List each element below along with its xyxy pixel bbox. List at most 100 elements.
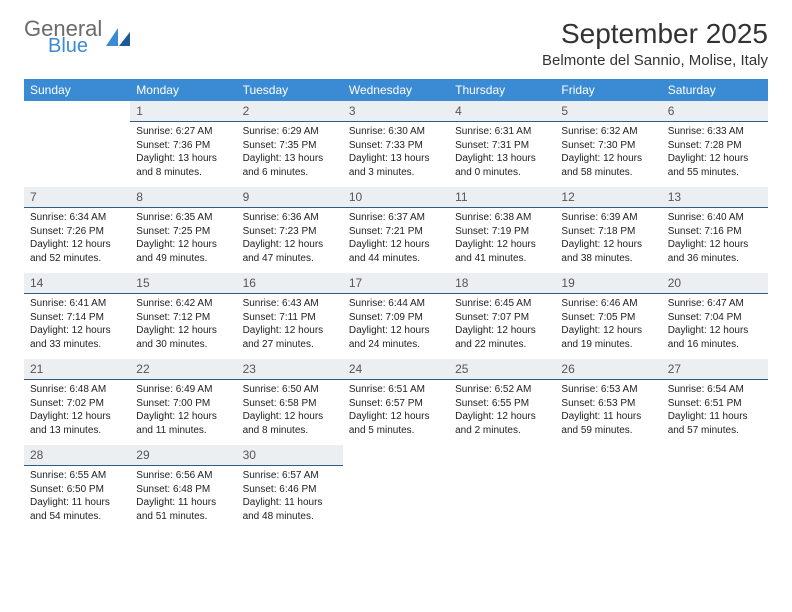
day-info-cell: Sunrise: 6:53 AMSunset: 6:53 PMDaylight:… (555, 380, 661, 446)
info-row: Sunrise: 6:34 AMSunset: 7:26 PMDaylight:… (24, 208, 768, 274)
sunset-text: Sunset: 7:05 PM (561, 311, 655, 325)
sunrise-text: Sunrise: 6:48 AM (30, 383, 124, 397)
daylight-text: Daylight: 11 hours and 57 minutes. (668, 410, 762, 437)
sunset-text: Sunset: 6:58 PM (243, 397, 337, 411)
day-info-cell: Sunrise: 6:57 AMSunset: 6:46 PMDaylight:… (237, 466, 343, 532)
day-number-cell: 10 (343, 187, 449, 208)
sunrise-text: Sunrise: 6:27 AM (136, 125, 230, 139)
day-info-cell: Sunrise: 6:41 AMSunset: 7:14 PMDaylight:… (24, 294, 130, 360)
day-info-cell: Sunrise: 6:35 AMSunset: 7:25 PMDaylight:… (130, 208, 236, 274)
day-number-cell: 2 (237, 101, 343, 122)
daylight-text: Daylight: 12 hours and 58 minutes. (561, 152, 655, 179)
daylight-text: Daylight: 13 hours and 8 minutes. (136, 152, 230, 179)
day-info-cell: Sunrise: 6:32 AMSunset: 7:30 PMDaylight:… (555, 122, 661, 188)
day-number-cell: 30 (237, 445, 343, 466)
sunset-text: Sunset: 7:26 PM (30, 225, 124, 239)
sunset-text: Sunset: 7:19 PM (455, 225, 549, 239)
day-info-cell: Sunrise: 6:46 AMSunset: 7:05 PMDaylight:… (555, 294, 661, 360)
day-info-cell: Sunrise: 6:47 AMSunset: 7:04 PMDaylight:… (662, 294, 768, 360)
day-number-cell: 24 (343, 359, 449, 380)
daylight-text: Daylight: 12 hours and 36 minutes. (668, 238, 762, 265)
header: General Blue September 2025 Belmonte del… (24, 18, 768, 69)
weekday-header-row: Sunday Monday Tuesday Wednesday Thursday… (24, 79, 768, 101)
sunrise-text: Sunrise: 6:31 AM (455, 125, 549, 139)
day-number-cell: 4 (449, 101, 555, 122)
daylight-text: Daylight: 12 hours and 49 minutes. (136, 238, 230, 265)
daylight-text: Daylight: 13 hours and 0 minutes. (455, 152, 549, 179)
daynum-row: 282930 (24, 445, 768, 466)
sunset-text: Sunset: 7:25 PM (136, 225, 230, 239)
day-number-cell: 20 (662, 273, 768, 294)
sunrise-text: Sunrise: 6:44 AM (349, 297, 443, 311)
day-info-cell: Sunrise: 6:55 AMSunset: 6:50 PMDaylight:… (24, 466, 130, 532)
day-number-cell: 11 (449, 187, 555, 208)
day-info-cell: Sunrise: 6:29 AMSunset: 7:35 PMDaylight:… (237, 122, 343, 188)
sunset-text: Sunset: 7:31 PM (455, 139, 549, 153)
daylight-text: Daylight: 12 hours and 27 minutes. (243, 324, 337, 351)
sunrise-text: Sunrise: 6:42 AM (136, 297, 230, 311)
day-info-cell: Sunrise: 6:40 AMSunset: 7:16 PMDaylight:… (662, 208, 768, 274)
daylight-text: Daylight: 12 hours and 5 minutes. (349, 410, 443, 437)
col-thursday: Thursday (449, 79, 555, 101)
sunset-text: Sunset: 7:11 PM (243, 311, 337, 325)
sunrise-text: Sunrise: 6:50 AM (243, 383, 337, 397)
daylight-text: Daylight: 12 hours and 8 minutes. (243, 410, 337, 437)
sunrise-text: Sunrise: 6:33 AM (668, 125, 762, 139)
location: Belmonte del Sannio, Molise, Italy (542, 52, 768, 69)
day-number-cell: 29 (130, 445, 236, 466)
sunrise-text: Sunrise: 6:54 AM (668, 383, 762, 397)
sunrise-text: Sunrise: 6:49 AM (136, 383, 230, 397)
logo: General Blue (24, 18, 132, 56)
day-info-cell (555, 466, 661, 532)
day-info-cell: Sunrise: 6:49 AMSunset: 7:00 PMDaylight:… (130, 380, 236, 446)
sunrise-text: Sunrise: 6:35 AM (136, 211, 230, 225)
day-number-cell: 18 (449, 273, 555, 294)
sunset-text: Sunset: 6:50 PM (30, 483, 124, 497)
day-info-cell (662, 466, 768, 532)
daynum-row: 123456 (24, 101, 768, 122)
day-number-cell: 19 (555, 273, 661, 294)
daylight-text: Daylight: 12 hours and 52 minutes. (30, 238, 124, 265)
daylight-text: Daylight: 12 hours and 41 minutes. (455, 238, 549, 265)
daylight-text: Daylight: 12 hours and 11 minutes. (136, 410, 230, 437)
day-number-cell: 16 (237, 273, 343, 294)
col-wednesday: Wednesday (343, 79, 449, 101)
sunrise-text: Sunrise: 6:52 AM (455, 383, 549, 397)
sunrise-text: Sunrise: 6:30 AM (349, 125, 443, 139)
day-number-cell: 1 (130, 101, 236, 122)
sunrise-text: Sunrise: 6:32 AM (561, 125, 655, 139)
sunrise-text: Sunrise: 6:39 AM (561, 211, 655, 225)
day-info-cell: Sunrise: 6:36 AMSunset: 7:23 PMDaylight:… (237, 208, 343, 274)
sunset-text: Sunset: 7:00 PM (136, 397, 230, 411)
sunrise-text: Sunrise: 6:34 AM (30, 211, 124, 225)
sunrise-text: Sunrise: 6:47 AM (668, 297, 762, 311)
daynum-row: 78910111213 (24, 187, 768, 208)
calendar-table: Sunday Monday Tuesday Wednesday Thursday… (24, 79, 768, 531)
day-number-cell: 22 (130, 359, 236, 380)
day-number-cell (24, 101, 130, 122)
day-number-cell: 25 (449, 359, 555, 380)
sunrise-text: Sunrise: 6:53 AM (561, 383, 655, 397)
day-number-cell: 9 (237, 187, 343, 208)
sunset-text: Sunset: 7:04 PM (668, 311, 762, 325)
sunset-text: Sunset: 7:21 PM (349, 225, 443, 239)
day-info-cell: Sunrise: 6:48 AMSunset: 7:02 PMDaylight:… (24, 380, 130, 446)
sunrise-text: Sunrise: 6:51 AM (349, 383, 443, 397)
day-info-cell: Sunrise: 6:34 AMSunset: 7:26 PMDaylight:… (24, 208, 130, 274)
day-number-cell (662, 445, 768, 466)
daylight-text: Daylight: 11 hours and 59 minutes. (561, 410, 655, 437)
day-info-cell: Sunrise: 6:33 AMSunset: 7:28 PMDaylight:… (662, 122, 768, 188)
day-info-cell: Sunrise: 6:50 AMSunset: 6:58 PMDaylight:… (237, 380, 343, 446)
daylight-text: Daylight: 12 hours and 22 minutes. (455, 324, 549, 351)
col-sunday: Sunday (24, 79, 130, 101)
sunset-text: Sunset: 7:35 PM (243, 139, 337, 153)
col-tuesday: Tuesday (237, 79, 343, 101)
daynum-row: 14151617181920 (24, 273, 768, 294)
day-number-cell: 6 (662, 101, 768, 122)
month-title: September 2025 (542, 18, 768, 50)
daylight-text: Daylight: 12 hours and 55 minutes. (668, 152, 762, 179)
daylight-text: Daylight: 12 hours and 24 minutes. (349, 324, 443, 351)
daylight-text: Daylight: 12 hours and 44 minutes. (349, 238, 443, 265)
sunset-text: Sunset: 7:18 PM (561, 225, 655, 239)
sunset-text: Sunset: 7:07 PM (455, 311, 549, 325)
